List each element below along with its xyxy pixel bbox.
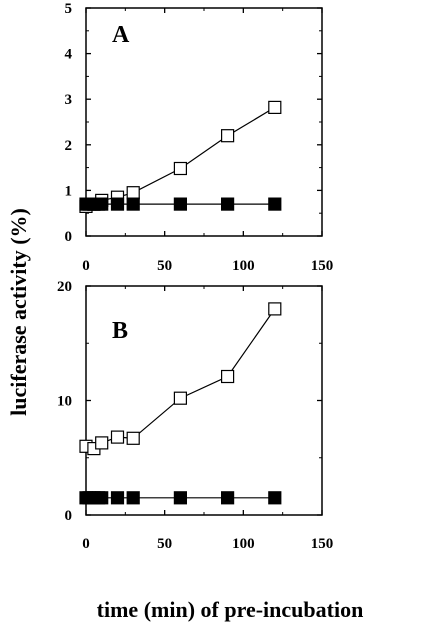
data-point-filled (221, 197, 235, 211)
data-point-filled (110, 491, 125, 505)
data-point-filled (221, 491, 235, 505)
y-tick-label: 4 (65, 47, 73, 63)
data-point-filled (268, 197, 282, 211)
data-point-filled (110, 197, 125, 211)
data-point-open (173, 161, 187, 176)
x-tick-label: 150 (311, 536, 334, 552)
x-tick-label: 0 (82, 536, 90, 552)
data-point-open (268, 302, 282, 316)
y-axis-title: luciferase activity (%) (6, 208, 31, 416)
data-point-open (126, 431, 140, 445)
data-point-filled (173, 197, 187, 211)
panel-b: B 0 10 20 0 50 100 150 (57, 279, 333, 552)
y-tick-label: 10 (57, 394, 72, 410)
data-point-open (110, 430, 125, 444)
data-point-filled (95, 197, 109, 211)
y-tick-label: 0 (65, 508, 73, 524)
y-tick-label: 20 (57, 279, 72, 295)
y-tick-label: 2 (65, 138, 73, 154)
x-tick-label: 0 (82, 258, 90, 274)
x-tick-label: 50 (157, 258, 172, 274)
x-tick-label: 150 (311, 258, 334, 274)
y-tick-label: 0 (65, 229, 73, 245)
y-tick-label: 1 (65, 183, 73, 199)
panel-label: A (112, 22, 130, 48)
data-point-open (126, 186, 140, 200)
y-tick-label: 3 (65, 92, 73, 108)
data-point-filled (268, 491, 282, 505)
data-point-open (95, 436, 109, 450)
data-point-open (221, 129, 235, 143)
x-tick-label: 100 (232, 258, 255, 274)
data-point-filled (95, 491, 109, 505)
x-tick-label: 50 (157, 536, 172, 552)
y-tick-label: 5 (65, 1, 73, 17)
x-tick-label: 100 (232, 536, 255, 552)
data-point-open (221, 369, 235, 384)
data-point-open (268, 100, 282, 115)
data-point-filled (126, 197, 140, 211)
data-point-filled (173, 491, 187, 505)
x-axis-title: time (min) of pre-incubation (97, 597, 364, 622)
data-point-filled (126, 491, 140, 505)
panel-label: B (112, 318, 128, 344)
data-point-open (173, 391, 187, 405)
